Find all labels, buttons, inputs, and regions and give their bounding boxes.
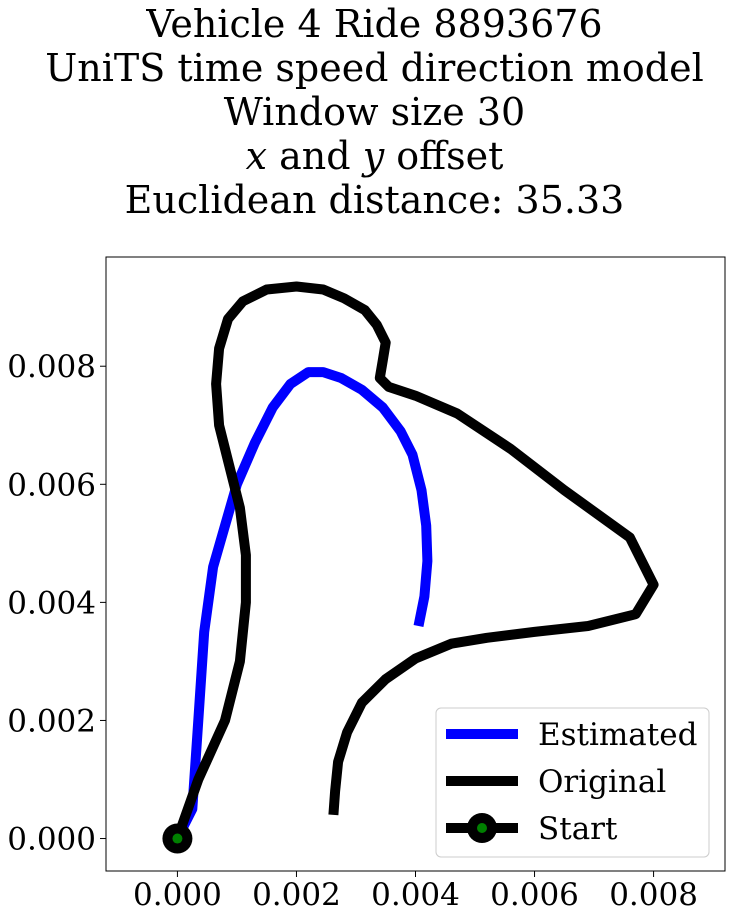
title-y-var: y [362, 134, 385, 178]
legend-start-marker-inner [477, 823, 487, 833]
x-tick-label: 0.004 [371, 877, 460, 913]
x-tick-label: 0.002 [252, 877, 341, 913]
x-tick-label: 0.008 [609, 877, 698, 913]
title-offset: offset [384, 134, 504, 178]
y-tick-label: 0.004 [7, 585, 96, 621]
x-tick-label: 0.006 [490, 877, 579, 913]
y-tick-label: 0.000 [7, 822, 96, 858]
y-tick-label: 0.006 [7, 467, 96, 503]
y-tick-label: 0.002 [7, 703, 96, 739]
title-and: and [267, 134, 363, 178]
title-x-var: x [245, 134, 268, 178]
legend-label-start: Start [538, 811, 618, 847]
start-marker-inner [172, 833, 183, 844]
x-tick-label: 0.000 [133, 877, 222, 913]
legend-box [435, 707, 710, 858]
title-line-5: Euclidean distance: 35.33 [124, 178, 625, 222]
series-line-estimated [172, 367, 433, 841]
y-tick-label: 0.008 [7, 349, 96, 385]
title-line-2: UniTS time speed direction model [45, 46, 704, 90]
chart-title: Vehicle 4 Ride 8893676 UniTS time speed … [1, 2, 747, 222]
series-line-original [172, 281, 659, 841]
title-line-3: Window size 30 [223, 90, 526, 134]
legend-label-estimated: Estimated [538, 717, 697, 753]
title-line-1: Vehicle 4 Ride 8893676 [146, 2, 603, 46]
title-line-4: x and y offset [1, 134, 747, 178]
legend-label-original: Original [538, 764, 666, 800]
